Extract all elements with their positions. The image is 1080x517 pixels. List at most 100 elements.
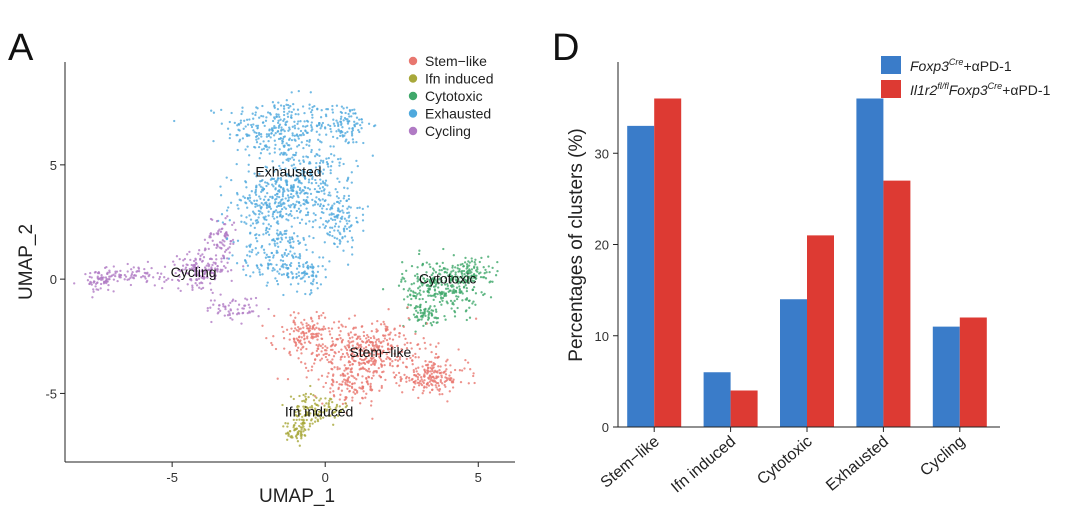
umap-point: [372, 371, 375, 374]
bar: [856, 98, 884, 427]
umap-point: [405, 375, 408, 379]
umap-point: [302, 405, 305, 408]
umap-point: [312, 278, 315, 281]
umap-point: [131, 270, 134, 274]
umap-point: [253, 199, 256, 202]
umap-point: [93, 271, 97, 274]
umap-point: [350, 115, 353, 118]
umap-point: [300, 361, 303, 364]
umap-point: [443, 283, 447, 286]
umap-point: [209, 299, 213, 302]
legend-label: Exhausted: [425, 106, 491, 122]
umap-point: [414, 382, 417, 385]
umap-point: [227, 310, 230, 313]
umap-point: [251, 222, 255, 225]
umap-point: [389, 331, 392, 334]
umap-point: [374, 124, 377, 127]
umap-point: [296, 235, 299, 238]
umap-point: [248, 118, 251, 121]
umap-point: [287, 276, 290, 279]
umap-point: [353, 314, 357, 317]
umap-point: [316, 338, 319, 341]
umap-point: [370, 322, 374, 325]
umap-point: [317, 317, 321, 320]
umap-point: [351, 375, 355, 378]
umap-point: [261, 121, 265, 124]
umap-point: [284, 167, 287, 170]
umap-point: [296, 108, 300, 111]
umap-point: [273, 124, 276, 128]
umap-point: [421, 392, 424, 395]
umap-point: [301, 399, 304, 403]
umap-point: [279, 104, 283, 107]
umap-point: [267, 214, 270, 217]
umap-point: [445, 368, 448, 371]
umap-point: [440, 268, 443, 272]
umap-point: [304, 243, 307, 247]
umap-point: [296, 432, 300, 436]
legend-label: Stem−like: [425, 53, 487, 69]
umap-point: [391, 338, 395, 341]
umap-point: [292, 232, 296, 235]
umap-point: [373, 362, 376, 366]
umap-point: [275, 232, 279, 235]
umap-point: [126, 262, 129, 266]
umap-point: [194, 270, 197, 273]
umap-point: [286, 112, 289, 115]
umap-point: [414, 379, 417, 383]
umap-point: [278, 164, 281, 168]
umap-point: [326, 232, 329, 235]
umap-point: [288, 238, 292, 241]
umap-point: [292, 102, 295, 106]
umap-point: [462, 269, 466, 273]
umap-point: [336, 414, 340, 417]
umap-point: [107, 283, 110, 287]
umap-point: [293, 120, 296, 123]
umap-point: [304, 392, 308, 396]
umap-point: [454, 273, 457, 276]
umap-point: [258, 204, 261, 207]
umap-point: [424, 300, 428, 304]
umap-point: [228, 133, 232, 136]
umap-point: [291, 246, 295, 249]
umap-point: [221, 268, 224, 272]
umap-point: [279, 200, 282, 204]
umap-point: [311, 280, 315, 283]
umap-point: [436, 292, 439, 296]
umap-point: [272, 126, 276, 130]
umap-point: [295, 343, 298, 346]
umap-point: [359, 367, 362, 370]
umap-point: [328, 330, 331, 333]
umap-point: [256, 266, 259, 269]
umap-point: [282, 110, 286, 113]
umap-point: [265, 201, 268, 204]
umap-point: [459, 276, 462, 279]
umap-point: [395, 381, 398, 385]
umap-point: [312, 394, 315, 397]
umap-point: [189, 258, 192, 262]
umap-point: [334, 222, 338, 225]
umap-point: [276, 229, 279, 232]
umap-point: [300, 134, 303, 137]
umap-point: [440, 290, 444, 294]
umap-point: [290, 327, 293, 330]
umap-point: [225, 209, 229, 212]
umap-point: [286, 422, 290, 425]
umap-point: [297, 239, 300, 243]
umap-point: [347, 197, 351, 201]
umap-point: [301, 105, 305, 108]
umap-point: [341, 325, 344, 328]
umap-point: [293, 124, 296, 127]
umap-point: [228, 313, 231, 317]
umap-point: [438, 300, 442, 304]
umap-point: [201, 281, 204, 285]
umap-point: [285, 142, 288, 145]
umap-point: [386, 325, 389, 329]
umap-point: [411, 363, 414, 366]
umap-point: [297, 274, 301, 278]
umap-point: [330, 130, 333, 133]
umap-point: [405, 269, 408, 272]
umap-point: [388, 337, 391, 340]
umap-point: [419, 379, 422, 383]
